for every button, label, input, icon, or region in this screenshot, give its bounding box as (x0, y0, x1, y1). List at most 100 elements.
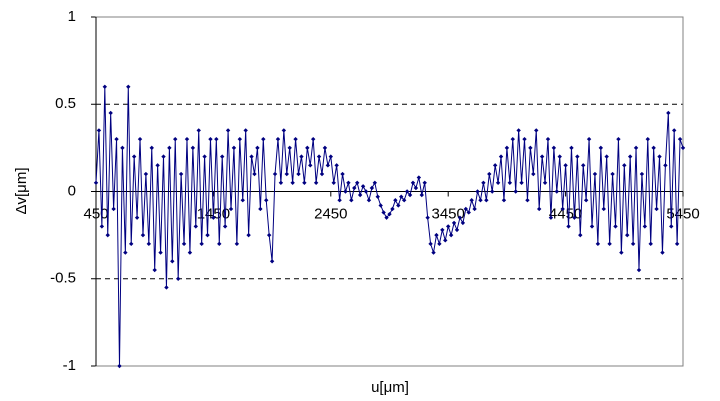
data-point (261, 136, 266, 142)
data-point (440, 227, 445, 233)
y-tick-label: 1 (68, 8, 76, 25)
data-point (431, 250, 436, 255)
x-axis-label: u[μm] (371, 379, 409, 396)
data-point (554, 189, 559, 194)
data-point (340, 171, 345, 177)
data-point (657, 154, 662, 159)
data-point (228, 206, 234, 212)
data-point (337, 198, 342, 203)
data-point (478, 198, 483, 203)
data-point (164, 285, 169, 290)
data-point (674, 241, 680, 247)
data-point (129, 241, 134, 247)
data-point (630, 241, 636, 247)
data-point (589, 224, 595, 229)
data-point (551, 145, 557, 151)
data-point (581, 163, 586, 168)
data-point (563, 163, 568, 168)
data-point (266, 232, 272, 238)
data-point (310, 136, 316, 142)
data-point (275, 136, 281, 142)
data-point (572, 215, 577, 220)
data-point (428, 241, 433, 247)
y-tick-label: 0 (68, 182, 76, 199)
data-point (669, 224, 674, 229)
data-point (460, 220, 466, 226)
data-point (660, 250, 665, 255)
data-point (181, 241, 187, 247)
data-point (146, 241, 152, 247)
data-point (99, 224, 105, 229)
data-point (536, 206, 542, 212)
data-point (322, 145, 328, 151)
data-point (190, 145, 196, 151)
data-point (616, 136, 621, 142)
data-point (290, 180, 295, 185)
data-point (237, 136, 243, 142)
data-point (343, 189, 348, 194)
data-point (548, 215, 554, 220)
data-point (595, 241, 601, 247)
data-point (105, 232, 110, 238)
x-tick-label: 4450 (549, 205, 582, 222)
data-point (272, 171, 278, 177)
data-point (170, 259, 175, 264)
data-point (457, 215, 463, 220)
data-point (366, 198, 372, 203)
data-point (504, 145, 510, 151)
data-point (666, 110, 671, 116)
data-point (220, 154, 225, 159)
data-point (293, 136, 298, 142)
data-point (149, 145, 154, 151)
data-point (114, 136, 119, 142)
data-point (381, 210, 386, 215)
data-point (680, 145, 686, 151)
data-point (413, 185, 419, 191)
data-point (225, 128, 231, 133)
data-point (249, 154, 254, 159)
data-point (123, 250, 128, 255)
data-point (531, 171, 536, 177)
data-point (610, 171, 615, 177)
data-point (278, 180, 284, 185)
data-point (96, 128, 102, 133)
data-point (443, 238, 448, 243)
data-point (387, 211, 392, 217)
x-tick-label: 2450 (314, 205, 347, 222)
data-point (407, 192, 413, 198)
data-point (404, 189, 410, 194)
data-point (519, 180, 524, 185)
data-point (231, 145, 237, 151)
data-point (217, 241, 222, 247)
data-point (108, 110, 113, 116)
data-point (522, 136, 527, 142)
data-point (663, 163, 668, 168)
data-point (255, 145, 260, 151)
data-point (152, 267, 157, 273)
data-point (328, 154, 333, 159)
data-point (557, 154, 562, 159)
data-point (437, 241, 442, 247)
data-point (399, 194, 404, 199)
data-point (372, 180, 378, 185)
data-point (425, 215, 430, 220)
data-point (498, 154, 504, 159)
data-point (487, 171, 492, 177)
data-point (507, 180, 513, 185)
data-point (155, 163, 160, 168)
data-point (355, 180, 360, 185)
data-point (401, 198, 407, 203)
data-point (578, 232, 583, 238)
data-point (416, 175, 422, 180)
data-point (410, 180, 416, 185)
x-tick-label: 450 (83, 205, 108, 222)
data-point (627, 154, 633, 159)
data-point (575, 154, 580, 159)
data-point (378, 203, 383, 208)
data-point (140, 232, 146, 238)
x-tick-label: 3450 (432, 205, 465, 222)
data-point (583, 198, 589, 203)
data-point (325, 163, 331, 168)
data-point (369, 185, 375, 191)
series-line (95, 86, 684, 367)
